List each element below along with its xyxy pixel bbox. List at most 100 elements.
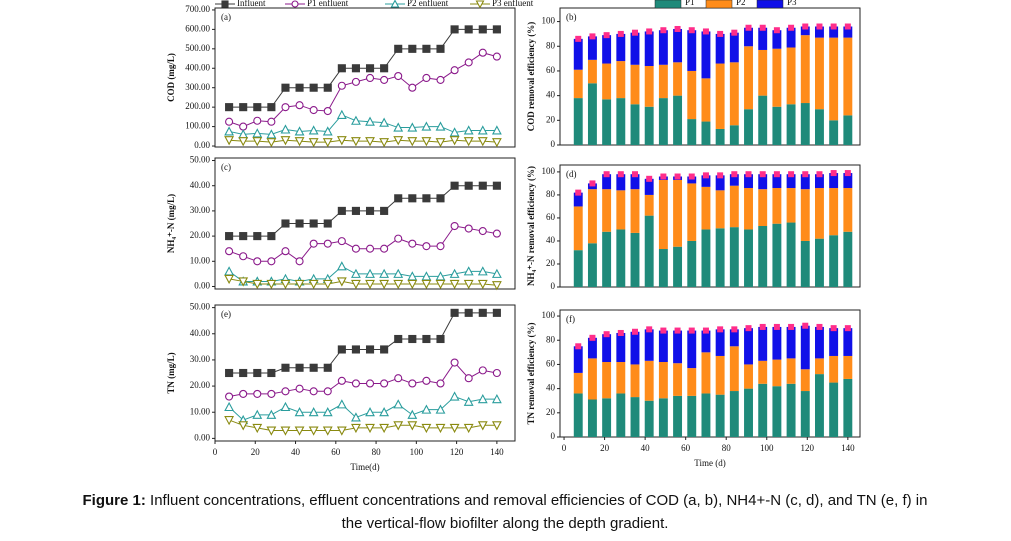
marker <box>295 83 304 92</box>
total-marker <box>731 171 738 178</box>
marker <box>365 137 375 147</box>
bar-segment <box>616 98 626 145</box>
marker <box>238 421 249 431</box>
bar-segment <box>758 226 768 287</box>
legend-swatch <box>705 0 733 9</box>
bar-segment <box>644 106 654 145</box>
y-tick-label: 30.00 <box>190 354 211 364</box>
y-tick-label: 60 <box>546 358 556 368</box>
marker <box>281 363 290 372</box>
marker <box>252 137 263 147</box>
bar-segment <box>829 355 839 383</box>
marker <box>477 137 488 147</box>
marker <box>449 279 460 290</box>
marker <box>379 423 390 434</box>
bar-segment <box>829 26 839 38</box>
bar-segment <box>587 243 597 287</box>
marker <box>394 44 403 53</box>
bar-segment <box>772 326 782 360</box>
bar-segment <box>729 346 739 392</box>
bar-segment <box>758 49 768 96</box>
panel: (a) 0.00 100.00 200.00 300.00 400.00 500.00 600… <box>166 0 534 150</box>
marker <box>408 379 417 388</box>
marker <box>394 234 403 243</box>
bar-segment <box>701 229 711 287</box>
marker <box>421 279 432 290</box>
bar-segment <box>701 121 711 145</box>
bar-segment <box>829 120 839 145</box>
bar-segment <box>744 388 753 437</box>
bar-segment <box>616 33 626 62</box>
bar-segment <box>701 78 711 122</box>
marker <box>351 115 361 125</box>
bar-segment <box>843 26 853 38</box>
total-marker <box>617 30 624 37</box>
marker <box>380 64 389 73</box>
bar-segment <box>829 235 839 287</box>
y-tick-label: 0 <box>551 431 556 441</box>
x-tick-label: 40 <box>641 443 651 453</box>
marker <box>308 138 319 148</box>
marker <box>281 219 290 228</box>
total-marker <box>603 32 610 39</box>
bar-segment <box>644 360 654 401</box>
bar-segment <box>715 190 725 229</box>
marker <box>435 121 446 131</box>
marker <box>407 137 418 147</box>
plot-frame <box>214 304 516 442</box>
y-tick-label: 100 <box>542 166 556 176</box>
legend-swatch <box>654 0 682 9</box>
marker <box>380 379 389 388</box>
total-marker <box>816 171 823 178</box>
bar-segment <box>758 383 768 437</box>
total-marker <box>773 171 780 178</box>
bar-segment <box>829 173 839 189</box>
marker <box>491 268 502 278</box>
total-marker <box>816 323 823 330</box>
marker <box>408 194 417 203</box>
bar-segment <box>786 188 796 223</box>
bar-segment <box>630 364 640 398</box>
bar-segment <box>673 28 683 63</box>
bar-segment <box>715 355 725 395</box>
bar-segment <box>772 106 782 145</box>
bar-segment <box>630 174 640 190</box>
total-marker <box>674 327 681 334</box>
marker <box>239 368 248 378</box>
bar-segment <box>644 194 654 216</box>
marker <box>365 345 375 354</box>
x-tick-label: 80 <box>722 443 732 453</box>
panel-label: (f) <box>566 314 575 324</box>
bar-segment <box>815 174 824 189</box>
bar-segment <box>772 30 782 49</box>
bar-segment <box>587 36 597 60</box>
total-marker <box>759 171 766 178</box>
total-marker <box>731 29 738 36</box>
y-axis-label: COD (mg/L) <box>166 53 176 102</box>
total-marker <box>788 24 795 31</box>
bar-segment <box>800 189 810 241</box>
marker <box>492 368 501 378</box>
marker <box>422 194 431 203</box>
marker <box>351 268 361 278</box>
marker <box>464 25 473 34</box>
total-marker <box>788 171 795 178</box>
bar-segment <box>673 179 683 247</box>
y-tick-label: 20.00 <box>190 380 211 390</box>
total-marker <box>688 327 695 334</box>
bar-segment <box>630 64 640 105</box>
y-tick-label: 700.00 <box>185 4 210 14</box>
x-tick-label: 80 <box>372 447 382 457</box>
total-marker <box>745 171 752 178</box>
total-marker <box>632 171 638 178</box>
marker <box>449 268 460 278</box>
marker <box>365 379 375 388</box>
marker <box>477 266 488 276</box>
marker <box>309 363 318 372</box>
marker <box>421 121 432 131</box>
marker <box>337 376 346 385</box>
marker <box>478 366 487 375</box>
total-marker <box>674 173 681 180</box>
marker <box>238 137 249 147</box>
marker <box>294 279 305 290</box>
